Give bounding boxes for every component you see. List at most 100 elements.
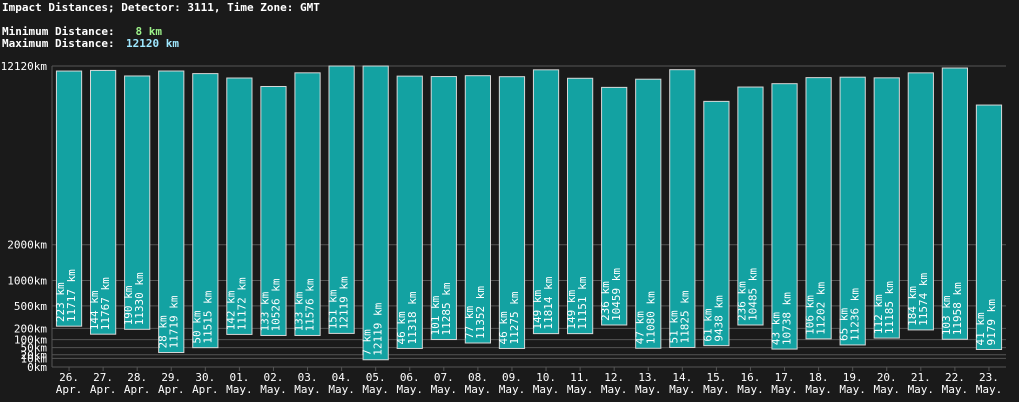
bar-max-label: 11080 km: [644, 291, 657, 344]
bar-value-label: 41 km9179 km: [974, 299, 998, 346]
y-tick-label: 200km: [14, 322, 47, 335]
x-tick-day-label: 10.: [536, 371, 556, 384]
range-bar: [124, 75, 151, 330]
x-tick-month-label: Apr.: [158, 383, 185, 396]
maximum-distance-value: 12120 km: [126, 37, 179, 50]
bar-value-label: 65 km11236 km: [838, 288, 862, 341]
bar-value-label: 133 km10526 km: [258, 278, 282, 331]
bar-value-label: 133 km11576 km: [293, 278, 317, 331]
bar-value-label: 7 km12119 km: [361, 302, 385, 355]
range-bar: [192, 73, 219, 349]
bar-min-label: 142 km: [224, 290, 237, 330]
x-tick-month-label: May.: [942, 383, 969, 396]
bar-value-label: 43 km10738 km: [770, 292, 794, 345]
x-tick-month-label: May.: [839, 383, 866, 396]
range-bar: [55, 70, 83, 327]
bar-value-label: 223 km11717 km: [54, 269, 78, 322]
bar-value-label: 149 km11151 km: [565, 276, 589, 329]
y-tick-label: 12120km: [1, 60, 48, 73]
bar-max-label: 12119 km: [372, 302, 385, 355]
bar-max-label: 11576 km: [304, 278, 317, 331]
bar-min-label: 46 km: [395, 311, 408, 344]
x-tick-day-label: 21.: [911, 371, 931, 384]
range-bar: [362, 65, 389, 361]
x-tick-month-label: May.: [499, 383, 526, 396]
x-tick-day-label: 04.: [332, 371, 352, 384]
minimum-distance-value: 8 km: [135, 25, 163, 38]
x-tick-month-label: May.: [431, 383, 458, 396]
x-tick-month-label: May.: [397, 383, 424, 396]
range-bar: [328, 65, 355, 334]
bar-value-label: 236 km10485 km: [735, 268, 759, 321]
bar-value-label: 103 km11958 km: [940, 282, 964, 335]
bar-min-label: 144 km: [88, 290, 101, 330]
bar-max-label: 11318 km: [406, 291, 419, 344]
x-tick-day-label: 08.: [468, 371, 488, 384]
x-tick-day-label: 03.: [298, 371, 318, 384]
bar-max-label: 10738 km: [781, 292, 794, 345]
bar-max-label: 11202 km: [815, 281, 828, 334]
x-tick-day-label: 01.: [229, 371, 249, 384]
bar-max-label: 11330 km: [133, 272, 146, 325]
x-tick-month-label: Apr.: [56, 383, 83, 396]
x-tick-day-label: 06.: [400, 371, 420, 384]
bar-max-label: 11515 km: [201, 290, 214, 343]
bar-min-label: 190 km: [122, 285, 135, 325]
bar-max-label: 11185 km: [883, 281, 896, 334]
range-bar: [90, 69, 117, 335]
range-bar: [975, 104, 1003, 350]
range-bar: [907, 72, 934, 331]
bar-max-label: 11285 km: [440, 282, 453, 335]
x-tick-day-label: 20.: [877, 371, 897, 384]
x-tick-day-label: 09.: [502, 371, 522, 384]
bar-min-label: 61 km: [701, 308, 714, 341]
x-tick-day-label: 17.: [775, 371, 795, 384]
bar-max-label: 11767 km: [99, 277, 112, 330]
x-tick-month-label: May.: [465, 383, 492, 396]
bar-min-label: 47 km: [633, 311, 646, 344]
bar-value-label: 51 km11825 km: [667, 290, 691, 343]
bar-max-label: 11151 km: [576, 276, 589, 329]
chart-title: Impact Distances; Detector: 3111, Time Z…: [2, 1, 320, 14]
bar-min-label: 112 km: [872, 294, 885, 334]
range-bar: [635, 78, 662, 349]
bar-value-label: 184 km11574 km: [906, 273, 930, 326]
bar-max-label: 11958 km: [951, 282, 964, 335]
minimum-distance-row: Minimum Distance: 8 km: [2, 26, 162, 38]
bar-max-label: 11172 km: [235, 277, 248, 330]
range-bar: [669, 69, 696, 348]
x-tick-month-label: May.: [874, 383, 901, 396]
range-bar: [567, 77, 594, 335]
x-tick-day-label: 26.: [59, 371, 79, 384]
x-tick-day-label: 18.: [809, 371, 829, 384]
x-tick-month-label: May.: [669, 383, 696, 396]
x-tick-day-label: 23.: [979, 371, 999, 384]
x-tick-month-label: May.: [771, 383, 798, 396]
x-tick-day-label: 14.: [672, 371, 692, 384]
range-bar: [703, 100, 730, 347]
bar-value-label: 190 km11330 km: [122, 272, 146, 325]
x-tick-day-label: 19.: [843, 371, 863, 384]
maximum-distance-row: Maximum Distance: 12120 km: [2, 38, 179, 50]
bar-value-label: 106 km11202 km: [804, 281, 828, 334]
bar-min-label: 41 km: [974, 312, 987, 345]
x-tick-day-label: 02.: [264, 371, 284, 384]
range-bar: [737, 86, 764, 326]
bar-min-label: 77 km: [463, 306, 476, 339]
x-tick-month-label: May.: [635, 383, 662, 396]
bar-min-label: 46 km: [497, 311, 510, 344]
y-tick-label: 2000km: [7, 239, 47, 252]
x-tick-day-label: 30.: [195, 371, 215, 384]
x-tick-month-label: May.: [260, 383, 287, 396]
range-bar: [260, 85, 287, 336]
bar-max-label: 11814 km: [542, 276, 555, 329]
x-tick-day-label: 11.: [570, 371, 590, 384]
range-bar: [498, 76, 526, 349]
y-tick-label: 20km: [21, 349, 48, 362]
bar-max-label: 9179 km: [985, 299, 998, 346]
bar-min-label: 133 km: [258, 291, 271, 331]
x-tick-day-label: 05.: [366, 371, 386, 384]
bar-max-label: 11719 km: [167, 295, 180, 348]
range-bar: [226, 77, 253, 335]
bar-min-label: 43 km: [770, 312, 783, 345]
